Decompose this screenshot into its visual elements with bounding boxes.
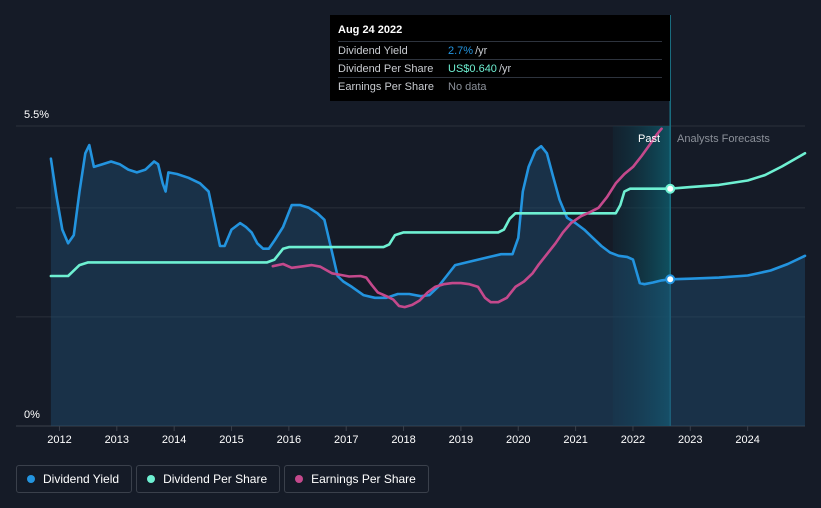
past-region-label: Past bbox=[638, 133, 660, 145]
tooltip-key: Dividend Per Share bbox=[338, 62, 434, 75]
x-axis-ticks: 2012 2013 2014 2015 2016 2017 2018 2019 2020 2021… bbox=[47, 426, 760, 446]
x-tick-label-2022: 2022 bbox=[621, 434, 645, 446]
legend-earnings-per-share[interactable]: Earnings Per Share bbox=[284, 465, 429, 493]
x-tick-label-2017: 2017 bbox=[334, 434, 358, 446]
series-markers bbox=[665, 183, 676, 285]
x-tick-label-2013: 2013 bbox=[105, 434, 129, 446]
legend-dot-icon bbox=[295, 475, 304, 483]
tooltip-key: Dividend Yield bbox=[338, 44, 408, 57]
x-tick-label-2023: 2023 bbox=[678, 434, 702, 446]
tooltip-row-earnings-per-share: Earnings Per Share No data bbox=[338, 77, 662, 95]
dividend-yield-area bbox=[50, 145, 805, 426]
tooltip-unit: /yr bbox=[498, 62, 512, 75]
hover-tooltip: Aug 24 2022 Dividend Yield 2.7% /yr Divi… bbox=[330, 15, 670, 101]
x-tick-label-2019: 2019 bbox=[449, 434, 473, 446]
tooltip-row-dividend-per-share: Dividend Per Share US$0.640 /yr bbox=[338, 59, 662, 77]
eps-series-line bbox=[271, 127, 663, 309]
series-lines bbox=[49, 127, 807, 309]
dps-marker bbox=[665, 183, 676, 194]
legend-label: Dividend Per Share bbox=[163, 472, 268, 486]
x-tick-label-2012: 2012 bbox=[47, 434, 71, 446]
x-tick-label-2016: 2016 bbox=[277, 434, 301, 446]
legend-label: Dividend Yield bbox=[43, 472, 120, 486]
yield-series-line bbox=[49, 143, 807, 300]
legend-dot-icon bbox=[27, 475, 35, 483]
yield-marker bbox=[665, 274, 676, 285]
tooltip-value: US$0.640 bbox=[448, 62, 497, 75]
x-tick-label-2018: 2018 bbox=[391, 434, 415, 446]
tooltip-unit: /yr bbox=[475, 44, 488, 57]
dividend-history-chart: 2012 2013 2014 2015 2016 2017 2018 2019 2020 2021… bbox=[16, 15, 807, 446]
tooltip-date: Aug 24 2022 bbox=[338, 24, 403, 36]
grid-lines bbox=[16, 125, 805, 427]
tooltip-row-dividend-yield: Dividend Yield 2.7% /yr bbox=[338, 41, 662, 59]
dps-series-line bbox=[49, 152, 807, 278]
x-tick-label-2015: 2015 bbox=[219, 434, 243, 446]
series-areas bbox=[50, 145, 805, 426]
tooltip-key: Earnings Per Share bbox=[338, 80, 434, 93]
x-tick-label-2014: 2014 bbox=[162, 434, 186, 446]
y-axis-bottom-label: 0% bbox=[24, 409, 40, 421]
y-axis-top-label: 5.5% bbox=[24, 109, 49, 121]
x-tick-label-2020: 2020 bbox=[506, 434, 530, 446]
tooltip-value: No data bbox=[448, 80, 487, 93]
legend-label: Earnings Per Share bbox=[311, 472, 416, 486]
tooltip-value: 2.7% bbox=[448, 44, 474, 57]
chart-legend: Dividend Yield Dividend Per Share Earnin… bbox=[16, 465, 429, 493]
x-tick-label-2021: 2021 bbox=[563, 434, 587, 446]
legend-dot-icon bbox=[147, 475, 156, 483]
legend-dividend-per-share[interactable]: Dividend Per Share bbox=[136, 465, 281, 493]
x-tick-label-2024: 2024 bbox=[735, 434, 759, 446]
forecast-region-label: Analysts Forecasts bbox=[677, 133, 770, 145]
legend-dividend-yield[interactable]: Dividend Yield bbox=[16, 465, 133, 493]
